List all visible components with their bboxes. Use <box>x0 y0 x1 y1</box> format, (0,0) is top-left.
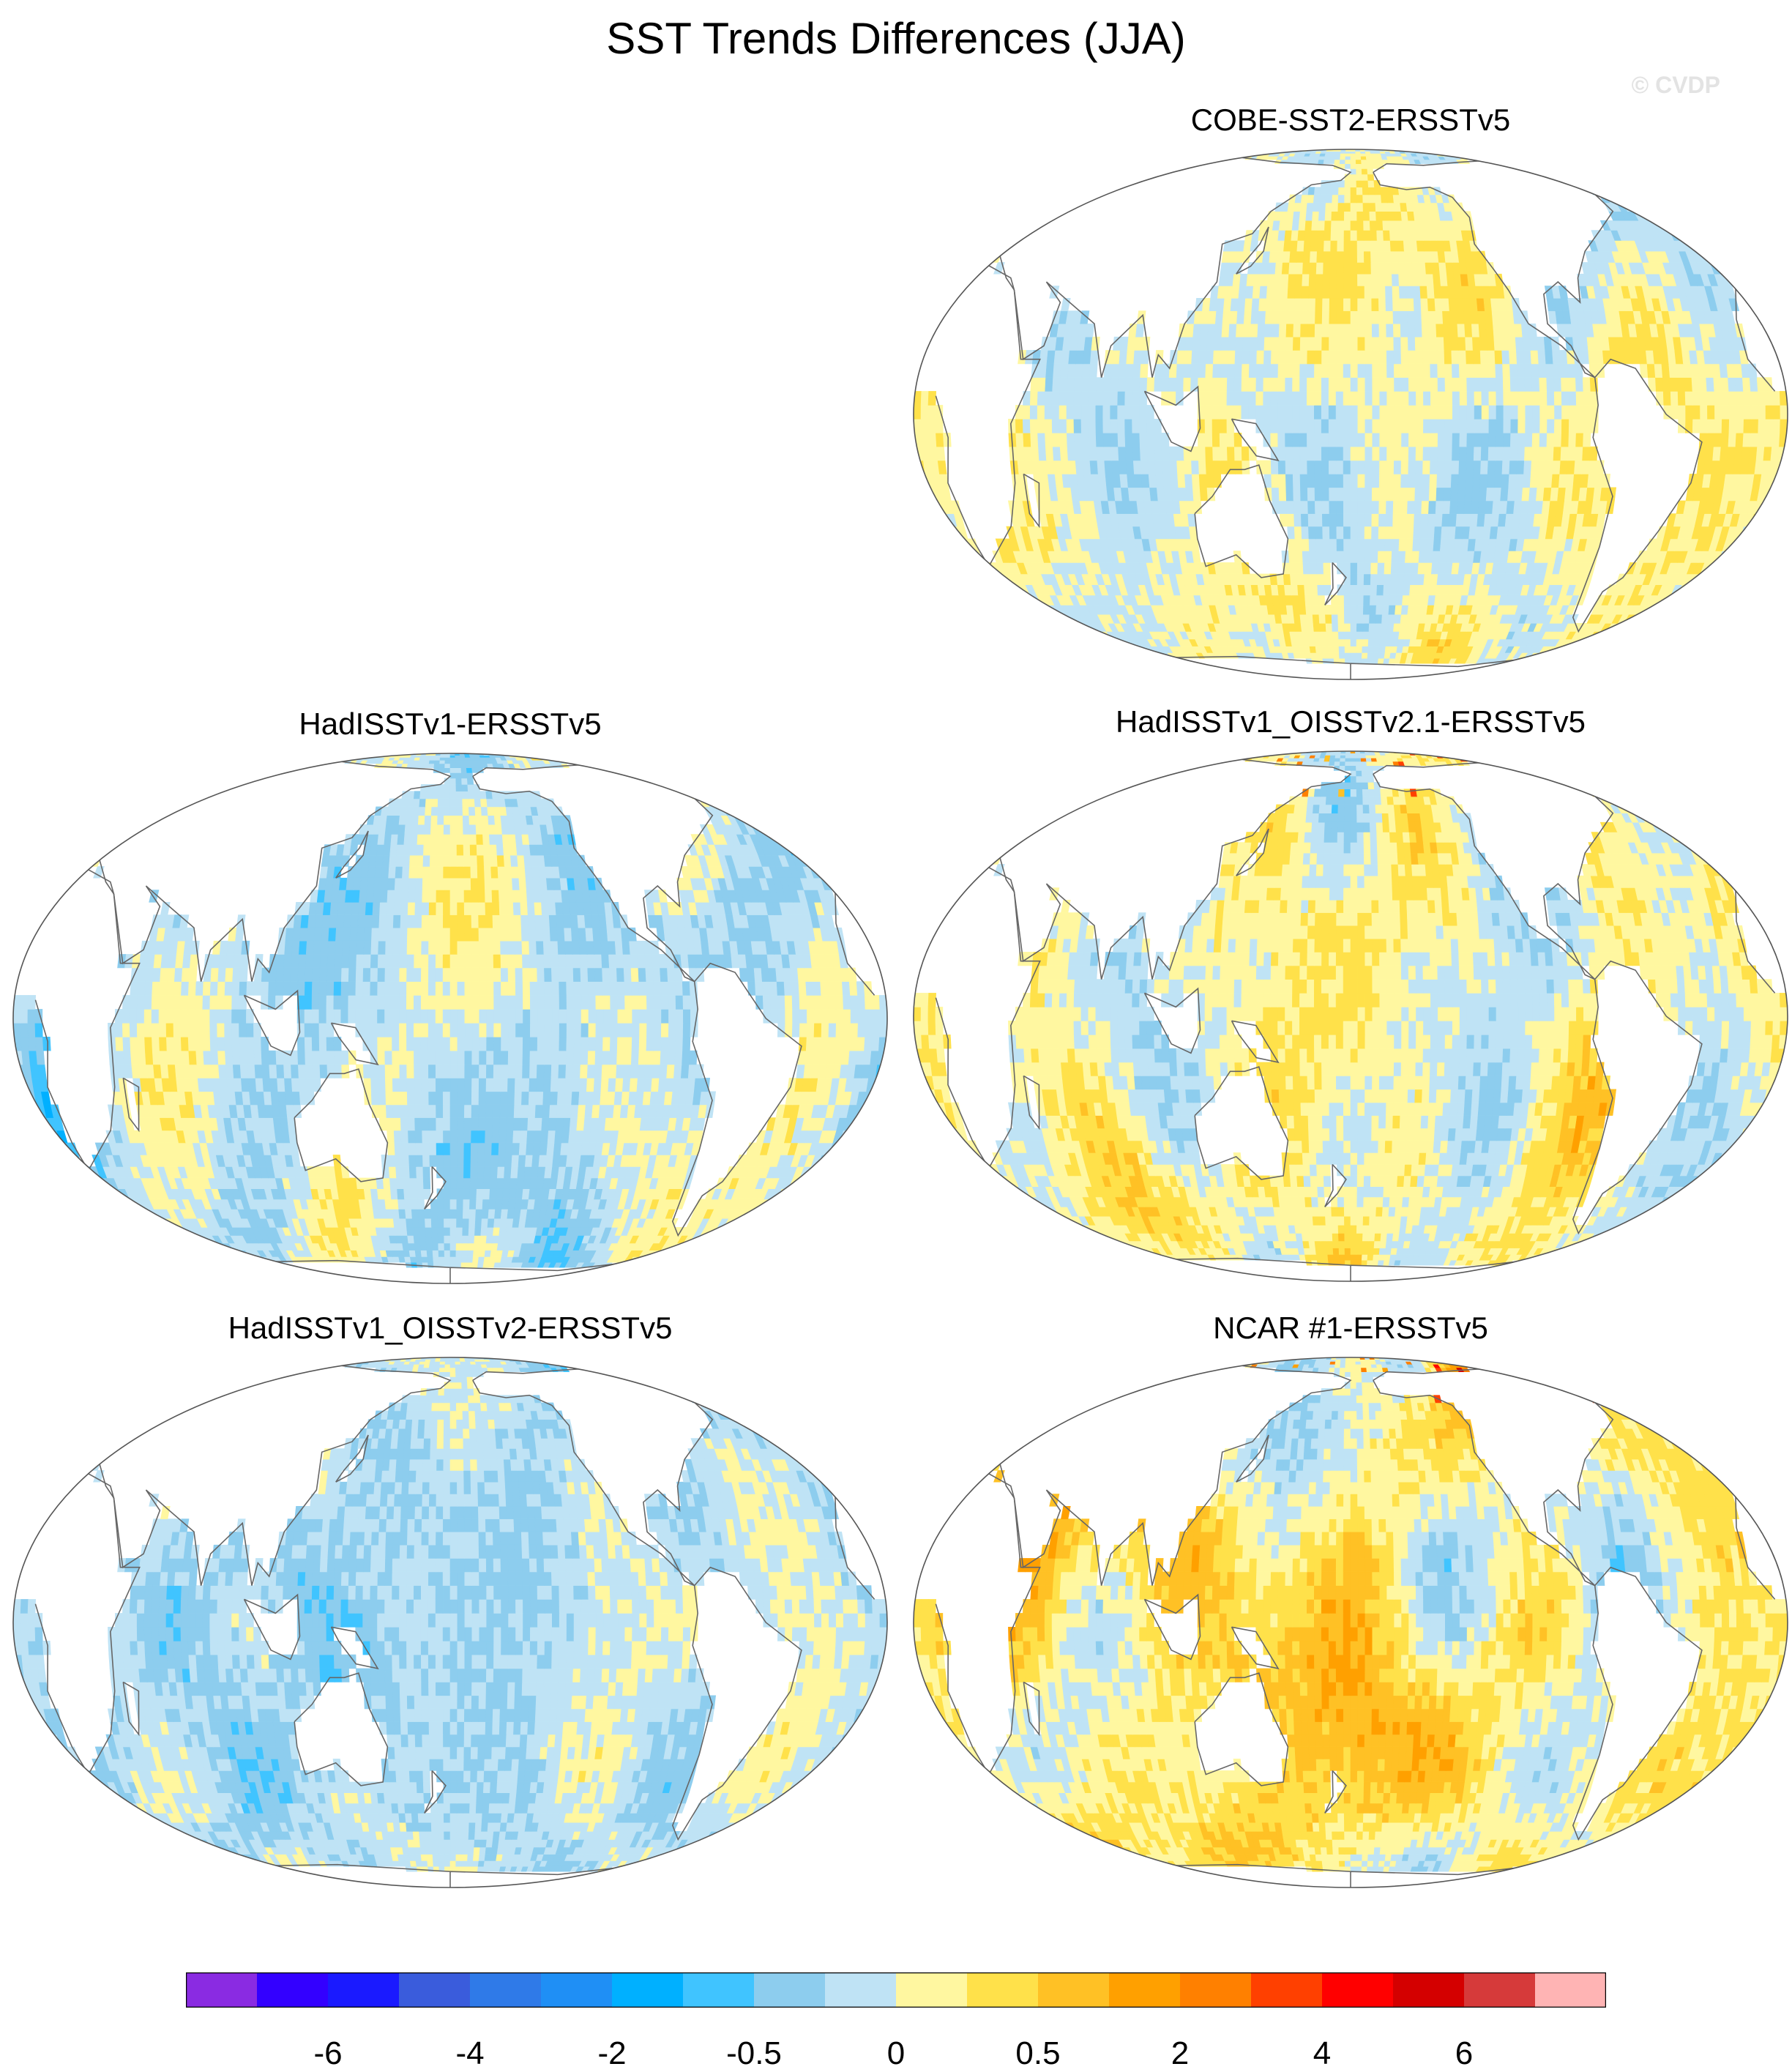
colorbar <box>186 1972 1606 2008</box>
panel-title: HadISSTv1_OISSTv2-ERSSTv5 <box>7 1311 893 1346</box>
colorbar-swatch <box>470 1972 542 2008</box>
robinson-map <box>7 748 893 1289</box>
colorbar-tick-label: -0.5 <box>726 2035 782 2072</box>
colorbar-tick-label: 4 <box>1313 2035 1331 2072</box>
colorbar-tick-label: 0 <box>887 2035 905 2072</box>
map-panel-cobe: COBE-SST2-ERSSTv5 <box>908 103 1792 659</box>
colorbar-swatch <box>541 1972 613 2008</box>
map-panel-hadisst: HadISSTv1-ERSSTv5 <box>7 707 893 1263</box>
sst-field <box>914 150 1788 663</box>
colorbar-swatch <box>754 1972 826 2008</box>
colorbar-swatch <box>1038 1972 1110 2008</box>
colorbar-swatch <box>328 1972 400 2008</box>
map-panel-hadisst-oisst2: HadISSTv1_OISSTv2-ERSSTv5 <box>7 1311 893 1867</box>
robinson-map <box>908 745 1792 1287</box>
sst-field <box>13 1358 887 1871</box>
colorbar-swatch <box>1180 1972 1252 2008</box>
colorbar-swatch <box>683 1972 755 2008</box>
colorbar-tick-label: -2 <box>597 2035 626 2072</box>
sst-field <box>914 1358 1788 1871</box>
colorbar-swatch <box>1393 1972 1465 2008</box>
colorbar-swatch <box>1535 1972 1606 2008</box>
watermark: © CVDP <box>1632 72 1720 99</box>
sst-field <box>914 752 1788 1265</box>
panel-title: NCAR #1-ERSSTv5 <box>908 1311 1792 1346</box>
colorbar-swatch <box>1251 1972 1323 2008</box>
robinson-map <box>908 144 1792 685</box>
panel-title: HadISSTv1-ERSSTv5 <box>7 707 893 742</box>
colorbar-tick-label: 2 <box>1171 2035 1189 2072</box>
figure-title: SST Trends Differences (JJA) <box>0 13 1792 64</box>
colorbar-tick-label: -4 <box>455 2035 484 2072</box>
colorbar-swatch <box>1464 1972 1536 2008</box>
panel-title: COBE-SST2-ERSSTv5 <box>908 103 1792 138</box>
colorbar-tick-label: 0.5 <box>1015 2035 1060 2072</box>
colorbar-swatch <box>612 1972 684 2008</box>
colorbar-swatch <box>967 1972 1039 2008</box>
robinson-map <box>7 1352 893 1893</box>
colorbar-swatch <box>825 1972 897 2008</box>
colorbar-swatch <box>896 1972 968 2008</box>
map-panel-ncar1: NCAR #1-ERSSTv5 <box>908 1311 1792 1867</box>
panel-title: HadISSTv1_OISSTv2.1-ERSSTv5 <box>908 704 1792 739</box>
colorbar-swatch <box>186 1972 258 2008</box>
sst-field <box>13 754 887 1267</box>
colorbar-tick-label: 6 <box>1455 2035 1473 2072</box>
colorbar-swatch <box>399 1972 471 2008</box>
colorbar-swatch <box>1109 1972 1181 2008</box>
robinson-map <box>908 1352 1792 1893</box>
colorbar-tick-label: -6 <box>313 2035 342 2072</box>
colorbar-swatch <box>257 1972 329 2008</box>
colorbar-swatch <box>1322 1972 1394 2008</box>
map-panel-hadisst-oisst21: HadISSTv1_OISSTv2.1-ERSSTv5 <box>908 704 1792 1261</box>
